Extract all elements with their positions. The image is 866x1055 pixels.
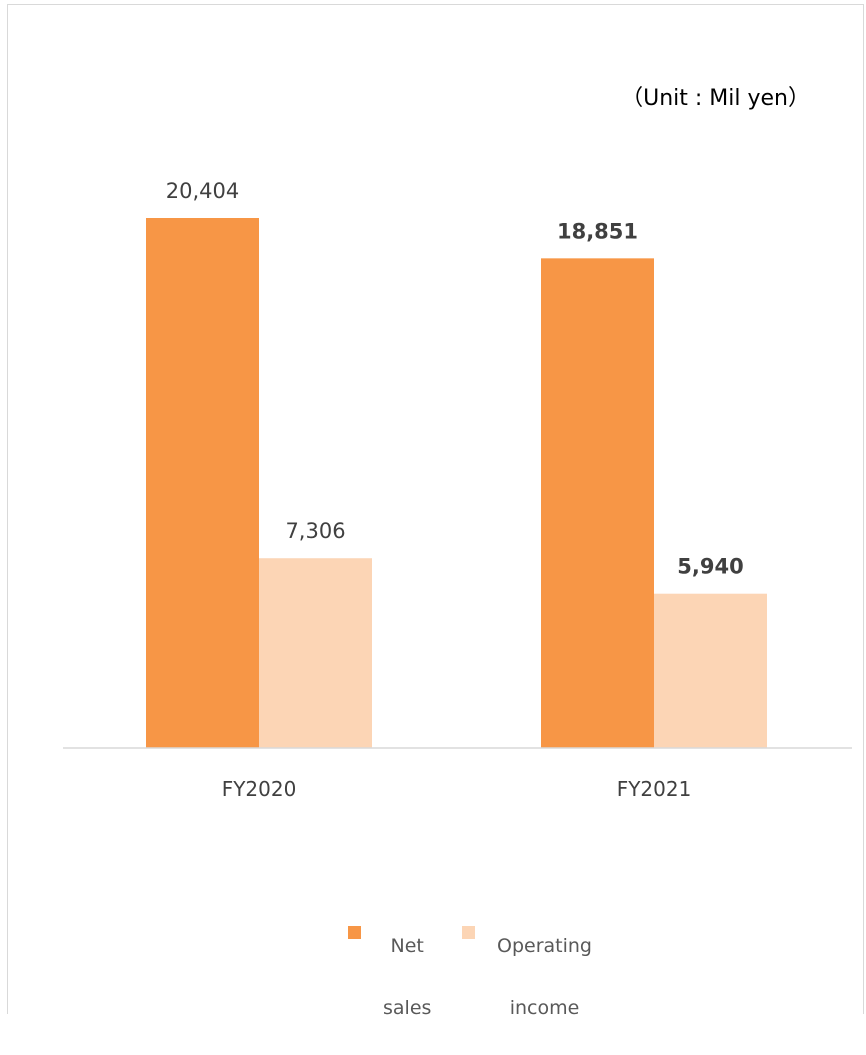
legend-swatch-operating-income	[462, 926, 475, 939]
legend-item-net-sales: Net sales	[348, 900, 431, 1055]
bar-operating-income-fy2021	[654, 593, 767, 748]
legend-label-operating-income: Operating income	[497, 900, 592, 1055]
category-label-fy2021: FY2021	[617, 777, 692, 801]
legend: Net sales Operating income	[348, 900, 648, 1019]
bar-net-sales-fy2021	[541, 258, 654, 748]
legend-label-net-sales: Net sales	[383, 900, 431, 1055]
legend-item-operating-income: Operating income	[462, 900, 592, 1055]
category-label-fy2020: FY2020	[222, 777, 297, 801]
legend-label-line1: Net	[390, 935, 424, 957]
chart-frame	[7, 4, 864, 1014]
data-label-operating-income-fy2020: 7,306	[285, 519, 345, 543]
data-label-net-sales-fy2020: 20,404	[166, 179, 239, 203]
legend-swatch-net-sales	[348, 926, 361, 939]
bar-net-sales-fy2020	[146, 218, 259, 748]
unit-label: （Unit : Mil yen）	[621, 86, 810, 111]
data-label-net-sales-fy2021: 18,851	[557, 219, 638, 243]
bar-operating-income-fy2020	[259, 558, 372, 748]
legend-label-line1: Operating	[497, 935, 592, 957]
data-label-operating-income-fy2021: 5,940	[677, 555, 743, 579]
bar-chart: 20,404 7,306 18,851 5,940 FY2020 FY2021	[63, 179, 852, 801]
